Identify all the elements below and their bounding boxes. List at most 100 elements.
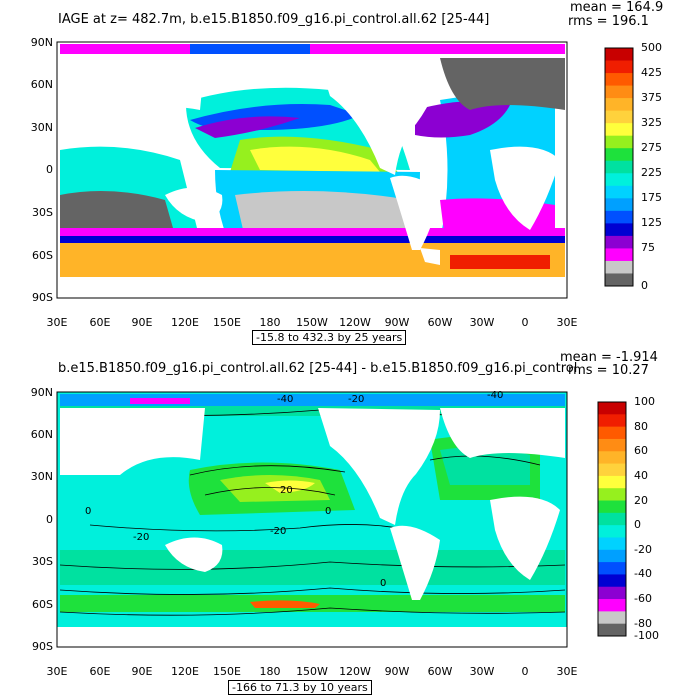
colorbar-label: 0 (634, 518, 641, 532)
colorbar-swatch (598, 525, 626, 538)
colorbar-swatch (605, 85, 633, 99)
lon-label: 90E (131, 665, 153, 678)
colorbar-label: 225 (641, 166, 662, 180)
lat-label: 60N (30, 78, 53, 91)
contour-label: 0 (380, 578, 387, 589)
lon-label: 30E (556, 316, 578, 329)
colorbar-label: -40 (634, 567, 652, 581)
bottom-panel-rms: rms = 10.27 (568, 363, 649, 378)
lon-label: 0 (521, 665, 529, 678)
lon-label: 30E (46, 665, 68, 678)
lat-label: 90S (32, 291, 53, 304)
colorbar-label: 175 (641, 191, 662, 205)
colorbar-label: 425 (641, 66, 662, 80)
colorbar-swatch (605, 235, 633, 249)
bottom-panel-title: b.e15.B1850.f09_g16.pi_control.all.62 [2… (58, 361, 578, 376)
colorbar-label: 60 (634, 444, 648, 458)
colorbar-swatch (605, 148, 633, 162)
south-america (390, 175, 440, 250)
colorbar-swatch (605, 248, 633, 262)
top-range-box: -15.8 to 432.3 by 25 years (252, 330, 407, 345)
colorbar-label: -60 (634, 592, 652, 606)
colorbar-swatch (598, 537, 626, 551)
lon-label: 90W (384, 665, 410, 678)
bottom-map (56, 391, 627, 648)
antarctica (57, 278, 567, 298)
colorbar-label: 40 (634, 468, 648, 482)
colorbar-label: 20 (634, 493, 648, 507)
bottom-panel: b.e15.B1850.f09_g16.pi_control.all.62 [2… (0, 350, 700, 700)
lat-label: 30S (32, 555, 53, 568)
south-america (390, 525, 440, 600)
contour-label: -20 (133, 532, 150, 543)
lon-label: 60W (427, 316, 453, 329)
colorbar-swatch (598, 426, 626, 440)
colorbar-swatch (598, 500, 626, 514)
top-panel-title: IAGE at z= 482.7m, b.e15.B1850.f09_g16.p… (58, 12, 490, 27)
africa (490, 146, 560, 230)
colorbar-swatch (605, 223, 633, 237)
colorbar-label: -100 (634, 629, 659, 642)
top-panel-mean: mean = 164.9 (570, 0, 664, 15)
colorbar-label: 75 (641, 241, 655, 255)
colorbar-swatch (598, 562, 626, 575)
lon-label: 150E (213, 316, 241, 329)
colorbar-swatch (605, 173, 633, 187)
colorbar-label: 0 (641, 279, 648, 292)
colorbar-swatch (605, 160, 633, 174)
colorbar-swatch (598, 586, 626, 600)
lon-label: 120W (339, 316, 371, 329)
lat-label: 0 (46, 513, 53, 526)
colorbar-swatch (598, 488, 626, 502)
australia (165, 187, 223, 222)
top-panel: IAGE at z= 482.7m, b.e15.B1850.f09_g16.p… (30, 0, 664, 345)
colorbar-swatch (605, 273, 633, 287)
lon-label: 120W (339, 665, 371, 678)
colorbar-swatch (605, 123, 633, 137)
colorbar-swatch (598, 475, 626, 489)
lon-label: 30E (556, 665, 578, 678)
colorbar-label: 100 (634, 395, 655, 408)
contour-label: -20 (348, 394, 365, 405)
north-america (318, 58, 440, 175)
colorbar-label: 80 (634, 419, 648, 433)
lat-label: 90N (30, 386, 53, 399)
lon-label: 120E (171, 665, 199, 678)
lat-label: 30S (32, 206, 53, 219)
colorbar-label: -20 (634, 542, 652, 556)
colorbar-label: 275 (641, 141, 662, 155)
lat-label: 30N (30, 121, 53, 134)
lat-label: 90S (32, 640, 53, 653)
colorbar-swatch (598, 599, 626, 612)
colorbar-label: 500 (641, 41, 662, 54)
lon-label: 30W (469, 316, 495, 329)
colorbar-swatch (598, 623, 626, 637)
contour-label: 0 (325, 506, 332, 517)
lon-label: 60E (89, 665, 111, 678)
colorbar-swatch (598, 549, 626, 563)
lat-label: 60S (32, 249, 53, 262)
bottom-range-box: -166 to 71.3 by 10 years (228, 680, 372, 695)
colorbar-swatch (605, 135, 633, 149)
colorbar-border (597, 401, 627, 637)
colorbar-swatch (605, 60, 633, 74)
colorbar-label: 375 (641, 91, 662, 105)
lat-label: 0 (46, 163, 53, 176)
eurasia (440, 408, 565, 458)
contour-label: -40 (277, 394, 294, 405)
colorbar-swatch (605, 260, 633, 274)
lon-label: 0 (521, 316, 529, 329)
colorbar-swatch (598, 402, 626, 415)
bottom-colorbar (597, 401, 627, 637)
colorbar-border (604, 47, 634, 287)
colorbar-label: 125 (641, 216, 662, 230)
lon-label: 60W (427, 665, 453, 678)
lon-label: 90E (131, 316, 153, 329)
lon-label: 30W (469, 665, 495, 678)
contour-label: 20 (280, 485, 293, 496)
africa (490, 496, 560, 580)
lon-label: 150E (213, 665, 241, 678)
colorbar-swatch (605, 110, 633, 124)
australia (165, 537, 223, 572)
colorbar-swatch (598, 512, 626, 526)
